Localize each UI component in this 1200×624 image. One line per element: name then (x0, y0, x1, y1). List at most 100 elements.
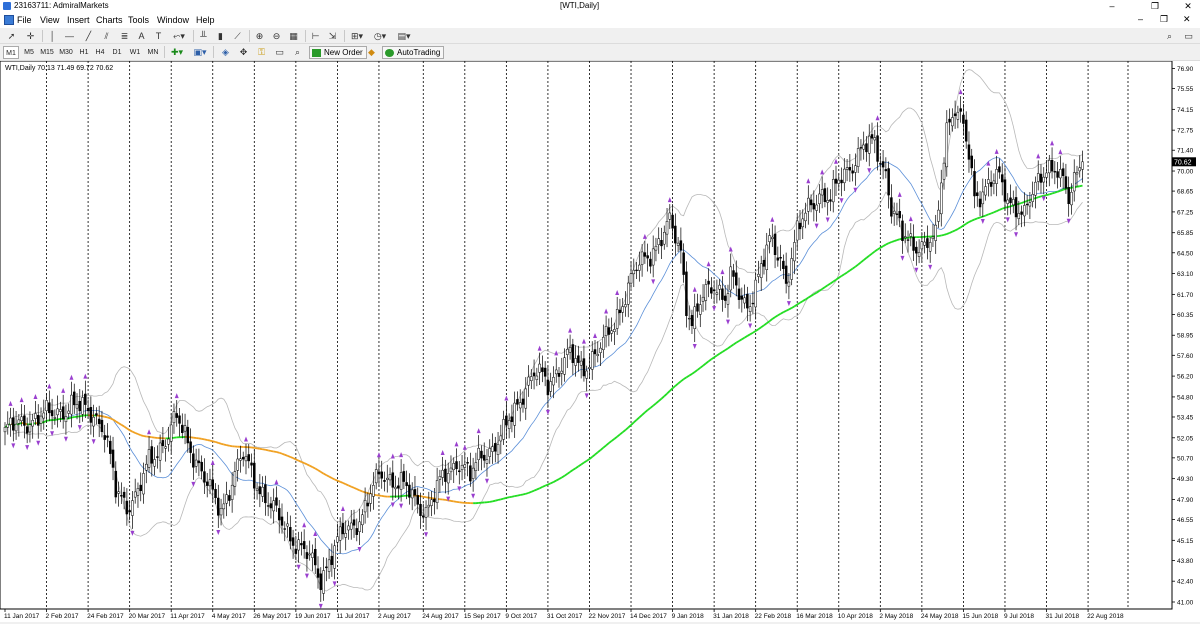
timeframe-d1[interactable]: D1 (110, 46, 124, 59)
candle-body (469, 466, 471, 481)
autotrading-button[interactable]: AutoTrading (382, 46, 444, 59)
sma-slow-segment (421, 496, 424, 497)
candle-body (874, 138, 876, 140)
profiles-icon[interactable]: ▣▾ (191, 46, 209, 58)
sma-slow-segment (423, 497, 426, 498)
candle-body (943, 163, 945, 179)
line-chart-icon[interactable]: ⟋ (231, 30, 244, 42)
autoscroll-icon[interactable]: ⇲ (326, 30, 339, 42)
horizontal-line-icon[interactable]: — (63, 30, 76, 42)
candle-body (749, 307, 751, 312)
expert-advisors-icon[interactable]: ◆ (365, 46, 378, 58)
price-tick-label: 46.55 (1177, 517, 1194, 524)
fibonacci-icon[interactable]: ≣ (118, 30, 131, 42)
channel-icon[interactable]: ⫽ (100, 30, 113, 42)
child-restore-button[interactable]: ❐ (1160, 14, 1168, 25)
shapes-dropdown-icon[interactable]: ⬿▾ (170, 30, 188, 42)
search-icon[interactable]: ⌕ (1163, 30, 1176, 42)
price-tick-label: 72.75 (1177, 128, 1194, 135)
new-chart-icon[interactable]: ✚▾ (168, 46, 186, 58)
bar-chart-icon[interactable]: ╨ (197, 30, 210, 42)
menu-help[interactable]: Help (196, 15, 215, 25)
time-tick-label: 9 Jul 2018 (1004, 613, 1034, 620)
cursor-arrow-icon[interactable]: ➚ (5, 30, 18, 42)
minimize-button[interactable]: – (1100, 0, 1124, 13)
sma-slow-segment (997, 210, 1000, 211)
candle-body (70, 395, 72, 414)
time-tick-label: 11 Jan 2017 (4, 613, 40, 620)
menu-view[interactable]: View (40, 15, 59, 25)
candle-body (516, 399, 518, 404)
indicators-dropdown-icon[interactable]: ⊞▾ (348, 30, 366, 42)
strategy-tester-icon[interactable]: ⌕ (291, 46, 304, 58)
timeframe-m15[interactable]: M15 (38, 46, 56, 59)
sma-slow-segment (944, 234, 947, 235)
candle-body (727, 294, 729, 305)
candle-body (849, 167, 851, 170)
candle-body (270, 504, 272, 508)
price-tick-label: 70.00 (1177, 169, 1194, 176)
timeframe-w1[interactable]: W1 (127, 46, 143, 59)
timeframe-h4[interactable]: H4 (93, 46, 107, 59)
templates-dropdown-icon[interactable]: ▤▾ (394, 30, 414, 42)
text-label-icon[interactable]: T (152, 30, 165, 42)
candle-body (239, 459, 241, 461)
menu-file[interactable]: File (17, 15, 32, 25)
candle-body (818, 194, 820, 204)
timeframe-mn[interactable]: MN (145, 46, 161, 59)
sma-slow-segment (1055, 192, 1058, 193)
sma-slow-segment (955, 229, 958, 230)
chat-icon[interactable]: ▭ (1182, 30, 1195, 42)
menu-tools[interactable]: Tools (128, 15, 149, 25)
sma-slow-segment (523, 494, 526, 495)
vertical-line-icon[interactable]: │ (46, 30, 59, 42)
candle-body (935, 225, 937, 240)
new-order-button[interactable]: New Order (309, 46, 367, 59)
close-button[interactable]: ✕ (1176, 0, 1200, 13)
timeframe-m1[interactable]: M1 (3, 46, 19, 59)
menu-window[interactable]: Window (157, 15, 189, 25)
candle-body (195, 460, 197, 466)
tile-windows-icon[interactable]: ▦ (287, 30, 300, 42)
time-tick-label: 31 Jan 2018 (713, 613, 749, 620)
price-chart[interactable]: 76.9075.5574.1572.7571.4070.0068.6567.25… (0, 61, 1200, 622)
candlestick-chart-icon[interactable]: ▮ (214, 30, 227, 42)
sma-slow-segment (980, 217, 983, 218)
candle-body (838, 180, 840, 183)
timeframe-h1[interactable]: H1 (77, 46, 91, 59)
child-minimize-button[interactable]: – (1138, 14, 1143, 24)
zoom-out-icon[interactable]: ⊖ (270, 30, 283, 42)
candle-body (82, 397, 84, 414)
child-close-button[interactable]: ✕ (1183, 14, 1191, 25)
candle-body (317, 569, 319, 578)
trendline-icon[interactable]: ╱ (82, 30, 95, 42)
sma-slow-segment (941, 235, 944, 236)
candle-body (345, 533, 347, 537)
menu-insert[interactable]: Insert (67, 15, 90, 25)
text-icon[interactable]: A (135, 30, 148, 42)
sma-slow-segment (972, 219, 975, 220)
chart-shift-icon[interactable]: ⊢ (309, 30, 322, 42)
candle-body (1068, 187, 1070, 203)
market-watch-icon[interactable]: ◈ (219, 46, 232, 58)
candle-body (267, 506, 269, 507)
terminal-icon[interactable]: ▭ (273, 46, 286, 58)
candle-body (500, 436, 502, 441)
candle-body (467, 462, 469, 463)
sma-slow-segment (529, 492, 532, 493)
data-window-icon[interactable]: ⚿ (255, 46, 268, 58)
crosshair-icon[interactable]: ✛ (24, 30, 37, 42)
menu-charts[interactable]: Charts (96, 15, 123, 25)
timeframe-m5[interactable]: M5 (22, 46, 36, 59)
period-dropdown-icon[interactable]: ◷▾ (371, 30, 389, 42)
navigator-icon[interactable]: ✥ (237, 46, 250, 58)
restore-button[interactable]: ❐ (1143, 0, 1167, 13)
candle-body (514, 403, 516, 425)
candle-body (588, 367, 590, 368)
candle-body (217, 498, 219, 515)
zoom-in-icon[interactable]: ⊕ (253, 30, 266, 42)
timeframe-m30[interactable]: M30 (57, 46, 75, 59)
candle-body (885, 169, 887, 171)
current-price-marker: 70.62 (1172, 157, 1196, 166)
